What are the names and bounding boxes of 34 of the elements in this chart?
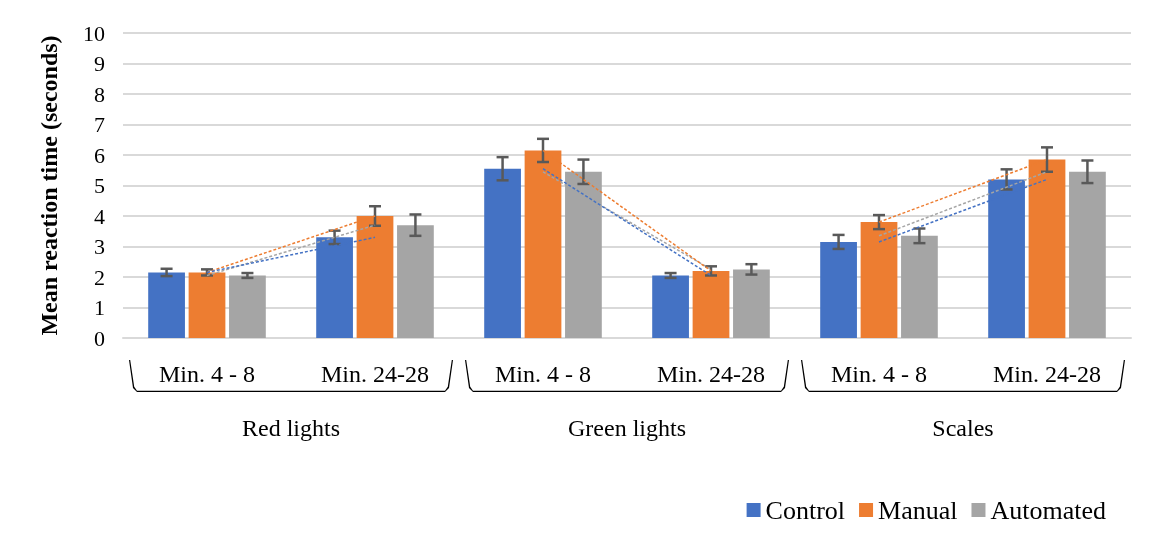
text: Red lights — [241, 414, 341, 441]
bar — [652, 275, 689, 338]
bar — [397, 225, 434, 338]
y-tick-label: 1 — [94, 295, 105, 320]
text: Green lights — [568, 414, 686, 441]
bar — [148, 272, 185, 338]
y-axis-title: Mean reaction time (seconds) — [36, 35, 62, 336]
x-tick-label: Min. 4 - 8 — [831, 361, 927, 387]
x-tick-label: Min. 4 - 8 — [159, 361, 255, 387]
y-tick-label: 2 — [94, 264, 105, 290]
x-tick-label: Min. 24-28 — [993, 361, 1101, 387]
y-tick-label: 10 — [83, 20, 105, 46]
bar — [188, 272, 226, 338]
y-tick-label: 7 — [94, 112, 105, 137]
bar — [484, 168, 521, 338]
bar — [820, 241, 857, 338]
y-tick-label: 6 — [94, 142, 105, 168]
legend-label: Automated — [990, 495, 1106, 525]
y-tick-label: 9 — [94, 51, 105, 76]
legend-label: Control — [765, 495, 846, 525]
y-tick-label: 3 — [94, 234, 105, 259]
legend-label: Manual — [878, 495, 958, 525]
bar — [901, 235, 938, 338]
y-tick-label: 8 — [94, 81, 105, 107]
x-tick-label: Min. 24-28 — [321, 361, 429, 387]
y-tick-label: 5 — [94, 173, 105, 198]
bar — [229, 275, 266, 338]
bar — [733, 269, 770, 338]
text: Scales — [932, 414, 994, 441]
y-tick-label: 4 — [94, 203, 105, 229]
x-tick-label: Min. 4 - 8 — [495, 361, 591, 387]
bar — [1069, 171, 1106, 338]
x-tick-label: Min. 24-28 — [657, 361, 765, 387]
y-tick-label: 0 — [94, 325, 105, 351]
